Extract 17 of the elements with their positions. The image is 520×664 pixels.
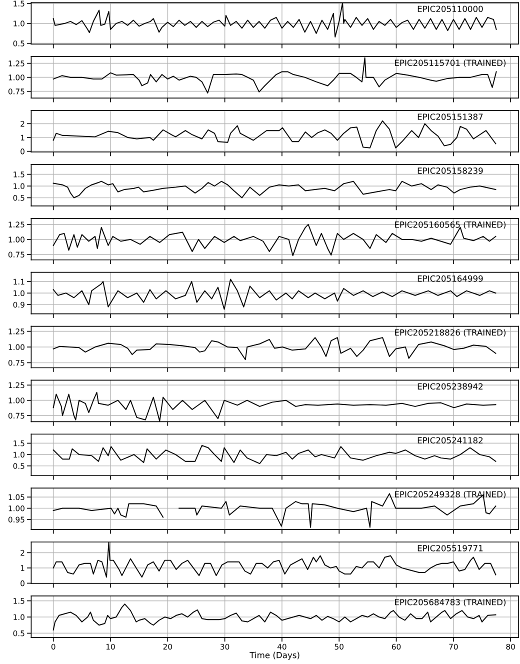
chart-title: EPIC205241182: [418, 437, 483, 444]
chart-title: EPIC205110000: [418, 6, 483, 12]
chart-title: EPIC205158239: [418, 168, 483, 174]
line-series: [52, 337, 496, 360]
line-series: [52, 180, 496, 198]
line-series: [52, 444, 496, 464]
chart-title: EPIC205519771: [418, 545, 483, 552]
line-series: [52, 120, 496, 148]
chart-title: EPIC205249328 (TRAINED): [395, 490, 506, 498]
chart-title: EPIC205151387: [418, 114, 483, 120]
chart-title: EPIC205238942: [418, 383, 483, 390]
chart-title: EPIC205164999: [418, 275, 483, 282]
chart-title: EPIC205684783 (TRAINED): [395, 598, 506, 606]
x-axis-title: Time (Days): [250, 652, 300, 660]
chart-title: EPIC205160565 (TRAINED): [395, 221, 506, 229]
chart-title: EPIC205218826 (TRAINED): [395, 329, 506, 337]
chart-title: EPIC205115701 (TRAINED): [395, 60, 506, 67]
